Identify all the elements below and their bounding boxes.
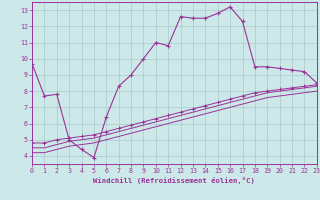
X-axis label: Windchill (Refroidissement éolien,°C): Windchill (Refroidissement éolien,°C) (93, 177, 255, 184)
